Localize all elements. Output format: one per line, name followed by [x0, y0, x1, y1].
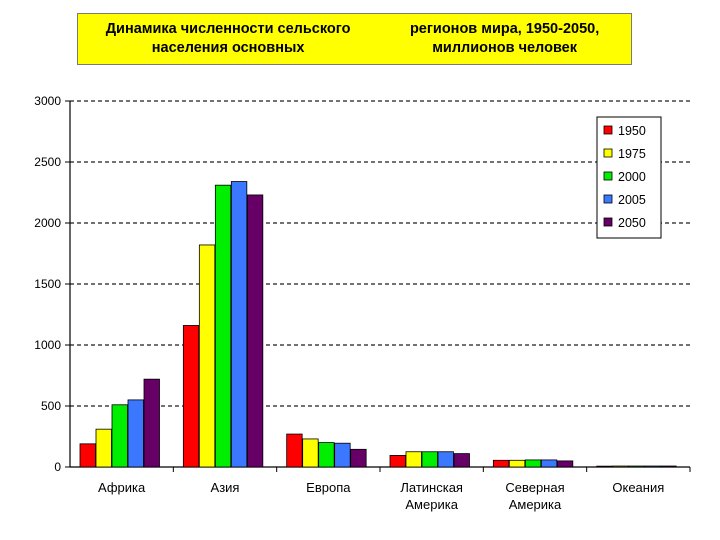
bar-2050	[556, 460, 574, 468]
bar-2000	[318, 442, 335, 468]
y-axis-tick-labels: 0 500 1000 1500 2000 2500 3000	[34, 94, 61, 474]
y-tick-label: 2500	[34, 155, 61, 169]
chart-title-line-1: Динамика численности сельского населения…	[105, 21, 351, 56]
bar-2000	[628, 465, 645, 468]
legend-swatch-2050	[603, 217, 613, 227]
bar-2000	[524, 459, 542, 468]
legend-label-1975: 1975	[618, 147, 646, 161]
bar-2000	[111, 404, 128, 468]
bar-1975	[405, 451, 422, 468]
category-label: Европа	[306, 480, 351, 495]
bar-2005	[127, 399, 144, 468]
category-label: Океания	[612, 480, 664, 495]
bar-1975	[302, 438, 319, 468]
bar-1950	[389, 455, 406, 468]
bar-2050	[453, 453, 470, 468]
legend-swatch-2000	[603, 171, 613, 181]
legend-label-2005: 2005	[618, 193, 646, 207]
bar-2005	[540, 459, 558, 468]
y-tick-label: 1500	[34, 277, 61, 291]
y-tick-label: 3000	[34, 94, 61, 108]
category-label: Африка	[98, 480, 146, 495]
bar-1975	[612, 465, 629, 468]
legend: 1950 1975 2000 2005 2050	[596, 116, 662, 239]
y-tick-label: 2000	[34, 216, 61, 230]
bar-2050	[143, 378, 160, 468]
bar-1950	[286, 433, 303, 468]
bar-2000	[214, 184, 232, 468]
category-label: Америка	[405, 497, 458, 512]
bar-1950	[596, 465, 613, 468]
bar-2005	[644, 465, 661, 468]
legend-label-2000: 2000	[618, 170, 646, 184]
x-axis-category-labels: Африка Азия Европа Латинская Америка Северная…	[98, 480, 664, 512]
gridlines	[70, 100, 690, 407]
category-label: Северная	[505, 480, 564, 495]
bar-1975	[95, 428, 112, 468]
y-tick-label: 0	[54, 460, 61, 474]
legend-label-1950: 1950	[618, 124, 646, 138]
bar-2005	[334, 442, 351, 468]
bar-2005	[437, 451, 454, 468]
bar-2050	[660, 465, 677, 468]
legend-swatch-2005	[603, 194, 613, 204]
bar-1975	[508, 459, 526, 468]
bar-2050	[350, 448, 367, 468]
bar-2050	[246, 194, 264, 468]
bar-1950	[492, 459, 510, 468]
bar-1950	[182, 325, 200, 468]
chart-title-line-2: регионов мира, 1950-2050, миллионов чело…	[409, 21, 600, 56]
y-tick-label: 1000	[34, 338, 61, 352]
axes	[65, 100, 691, 472]
legend-swatch-1975	[603, 148, 613, 158]
bar-2005	[230, 181, 248, 468]
bar-1975	[198, 244, 216, 468]
chart-title: Динамика численности сельского населения…	[77, 13, 632, 65]
category-label: Америка	[509, 497, 562, 512]
bar-1950	[79, 443, 96, 468]
legend-label-2050: 2050	[618, 216, 646, 230]
bars	[79, 181, 677, 468]
category-label: Азия	[211, 480, 240, 495]
category-label: Латинская	[400, 480, 463, 495]
bar-2000	[421, 451, 438, 468]
legend-swatch-1950	[603, 125, 613, 135]
y-tick-label: 500	[41, 399, 61, 413]
